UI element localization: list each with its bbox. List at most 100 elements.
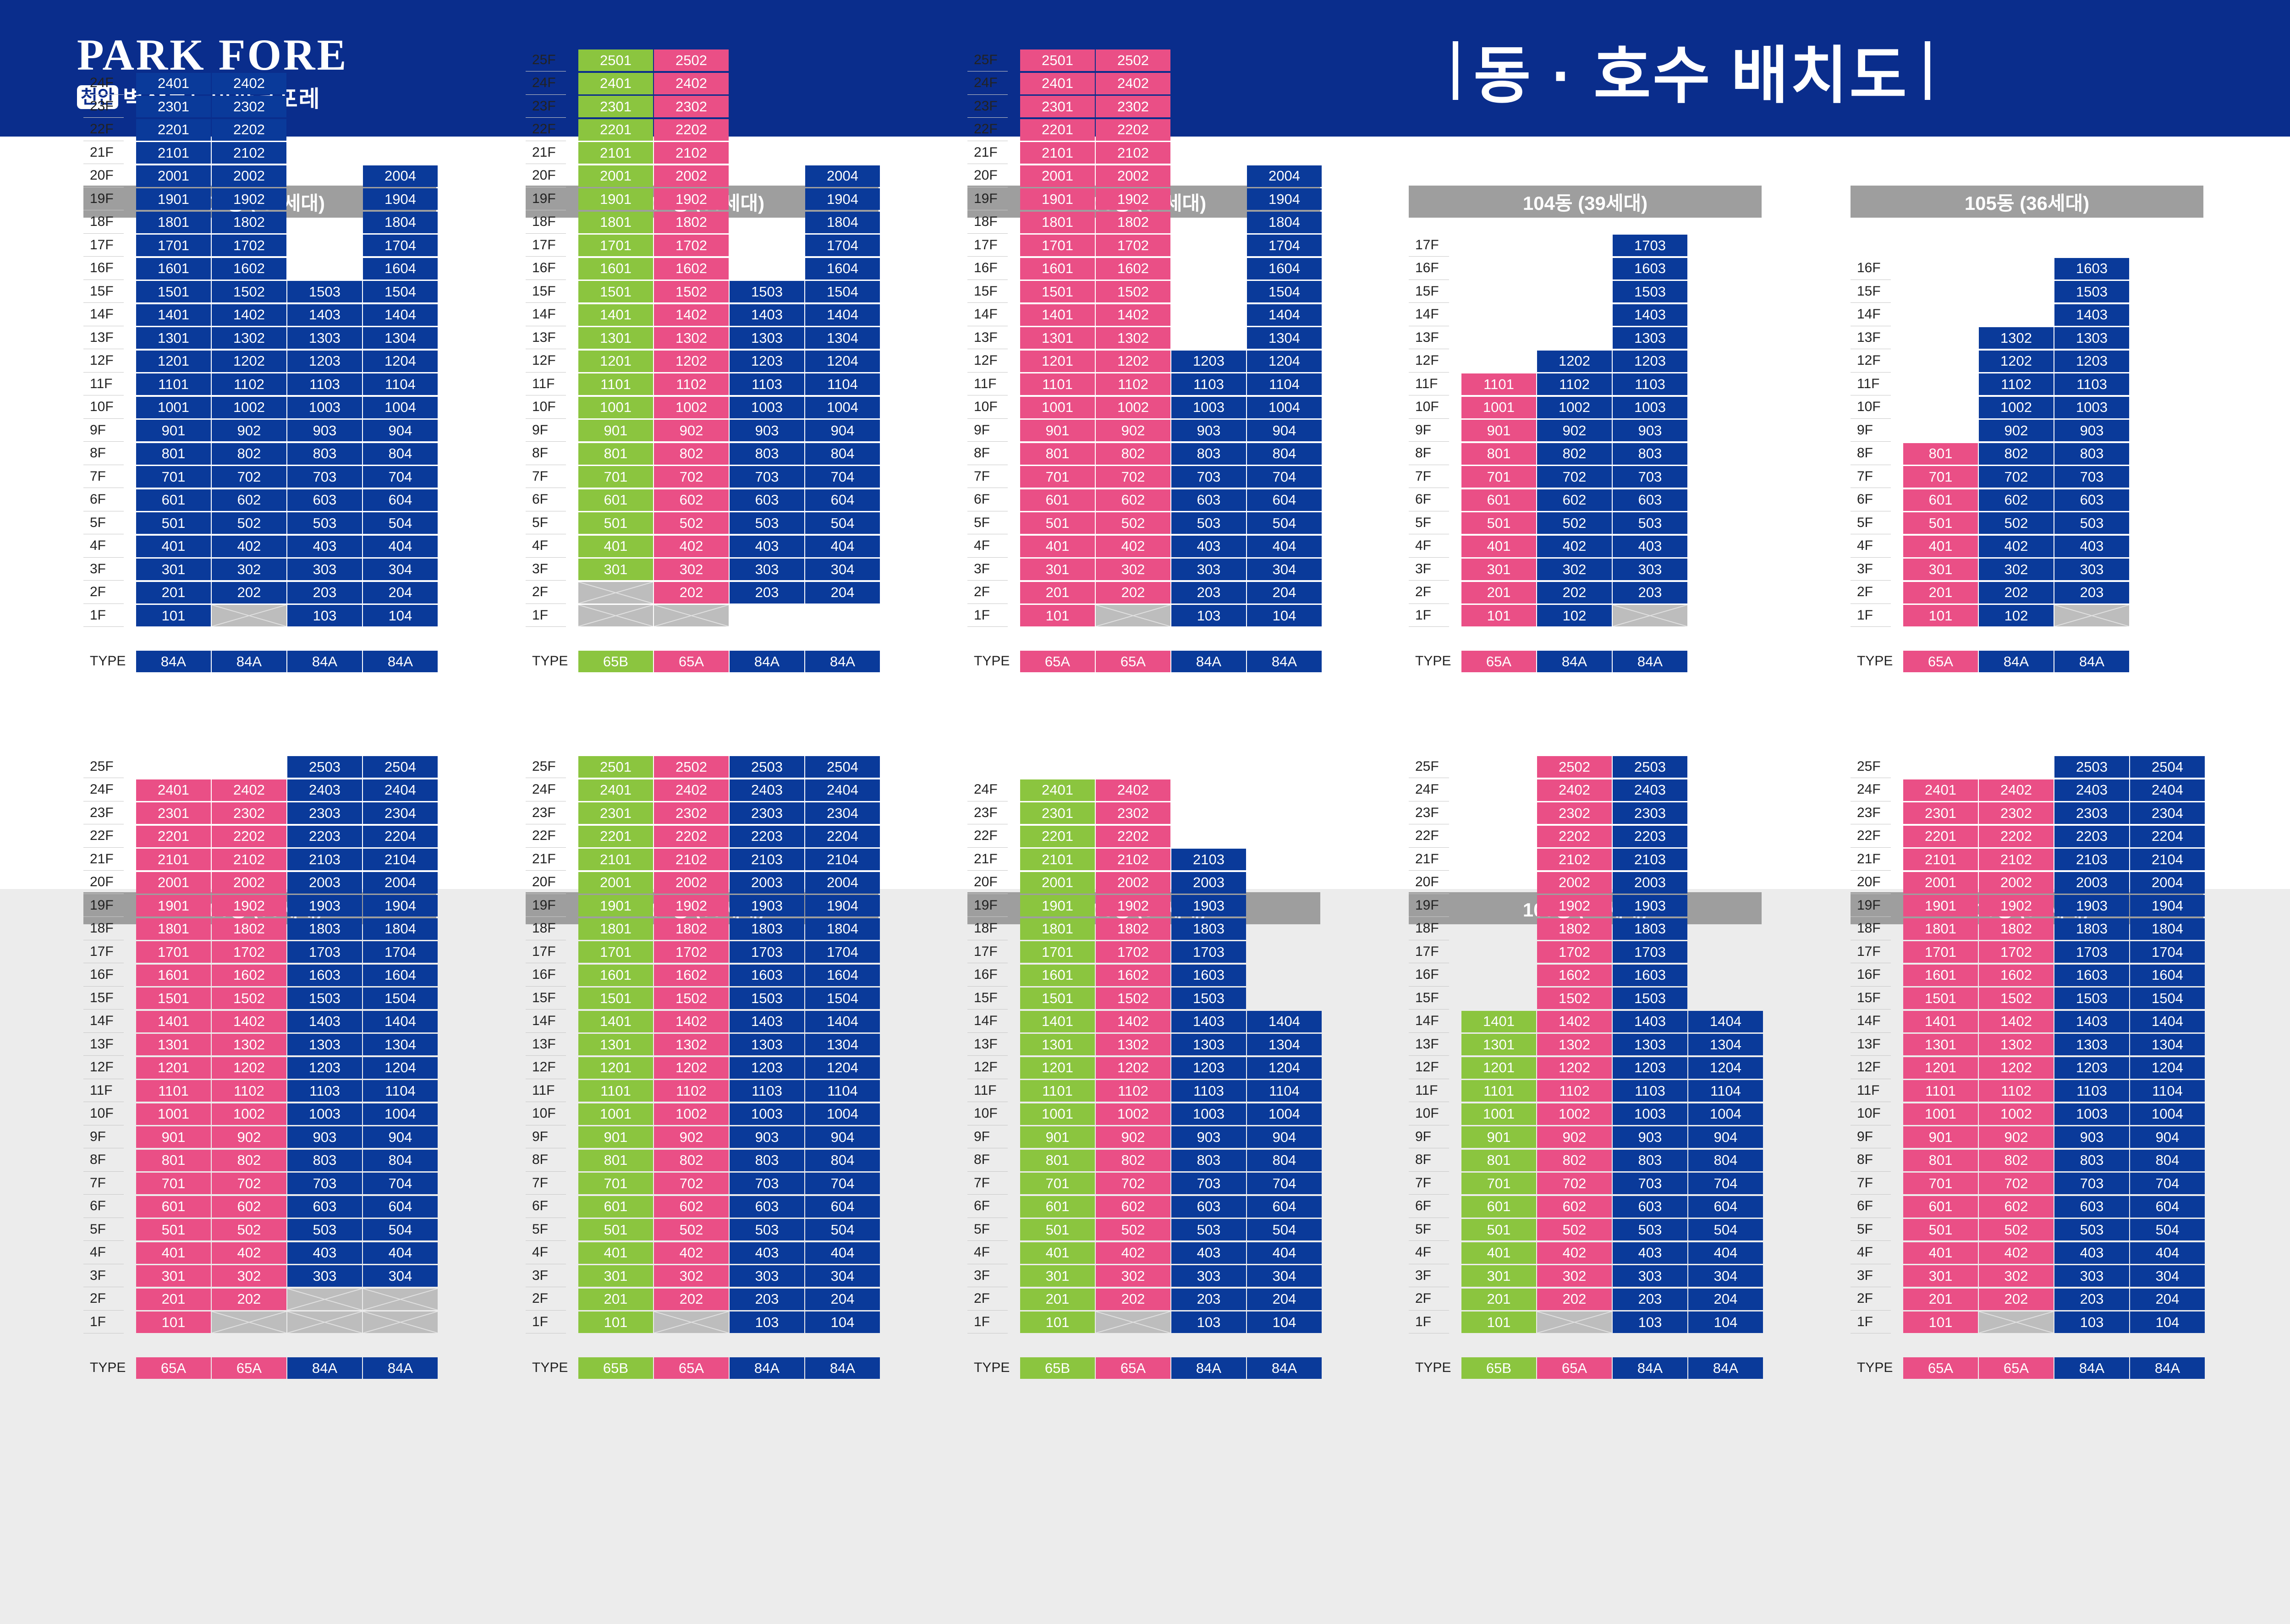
unit-cell: 1701 (136, 941, 211, 963)
unit-cell: 102 (1979, 605, 2054, 626)
unit-cell: 1204 (363, 1057, 438, 1079)
unit-cell: 1103 (1613, 373, 1687, 395)
unit-cell: 704 (363, 466, 438, 488)
unit-cell: 1201 (1461, 1057, 1536, 1079)
unit-cell: 1402 (212, 1010, 286, 1032)
floor-label: 8F (83, 1149, 124, 1172)
unit-cell: 2004 (363, 872, 438, 894)
unit-cell: 1604 (363, 258, 438, 280)
unit-cell: 2004 (1247, 165, 1322, 187)
unit-cell: 2201 (136, 825, 211, 847)
unit-cell: 1601 (1020, 964, 1095, 986)
unit-cell: 503 (730, 512, 804, 534)
unit-cell: 1101 (1903, 1080, 1978, 1102)
unit-cell: 2501 (1020, 49, 1095, 71)
unit-cell: 603 (1613, 489, 1687, 511)
floor-label: 21F (526, 141, 566, 164)
unit-cell: 602 (212, 1196, 286, 1218)
floor-label: 10F (1409, 396, 1449, 419)
unit-cell: 2002 (1096, 872, 1170, 894)
floor-label: 17F (1851, 940, 1891, 963)
unit-cell: 1203 (730, 350, 804, 372)
unit-cell: 302 (654, 559, 729, 580)
unit-cell: 2202 (1096, 825, 1170, 847)
unit-cell: 1103 (1171, 1080, 1246, 1102)
unit-cell: 1003 (1613, 1103, 1687, 1125)
unit-cell: 1603 (1613, 258, 1687, 280)
type-row-label: TYPE (974, 653, 1010, 669)
unit-cell: 1702 (1979, 941, 2054, 963)
building-block: 102동 (80세대)1F2F3F4F5F6F7F8F9F10F11F12F13… (526, 49, 880, 868)
unit-cell: 1101 (136, 1080, 211, 1102)
floor-label: 10F (967, 1103, 1008, 1125)
unit-cell: 1101 (578, 1080, 653, 1102)
unit-cell: 1301 (1020, 1034, 1095, 1055)
unit-cell: 602 (1096, 489, 1170, 511)
unit-cell: 701 (136, 1173, 211, 1194)
building-block: 110동 (97세대)1F2F3F4F5F6F7F8F9F10F11F12F13… (1851, 756, 2205, 1575)
unit-cell: 804 (1688, 1149, 1763, 1171)
unit-cell: 102 (1537, 605, 1612, 626)
unit-cell: 802 (1537, 443, 1612, 465)
unit-cell: 2203 (1613, 825, 1687, 847)
unit-cell: 503 (730, 1219, 804, 1240)
unit-cell: 804 (2130, 1149, 2205, 1171)
unit-cell: 2502 (1537, 756, 1612, 778)
unit-cell: 1502 (212, 988, 286, 1009)
floor-label: 17F (83, 234, 124, 257)
unit-cell: 1202 (654, 1057, 729, 1079)
unit-cell: 2004 (2130, 872, 2205, 894)
unit-cell: 1402 (1537, 1010, 1612, 1032)
floor-label: 1F (1851, 1311, 1891, 1333)
unit-cell: 404 (2130, 1242, 2205, 1264)
unit-cell: 1604 (2130, 964, 2205, 986)
unit-cell: 401 (1461, 535, 1536, 557)
unit-cell: 2404 (805, 779, 880, 801)
unit-cell: 1501 (136, 988, 211, 1009)
unit-cell: 1702 (654, 235, 729, 256)
unit-cell: 1404 (363, 1010, 438, 1032)
title-divider-left (1453, 41, 1458, 100)
type-cell: 84A (1247, 1357, 1322, 1379)
unit-cell: 101 (1461, 1311, 1536, 1333)
floor-label: 6F (1851, 1195, 1891, 1218)
unit-cell: 702 (654, 1173, 729, 1194)
unit-cell: 2402 (654, 779, 729, 801)
unit-cell: 604 (2130, 1196, 2205, 1218)
unit-cell: 1903 (730, 895, 804, 916)
unit-cell: 704 (1247, 1173, 1322, 1194)
unit-cell: 1401 (1020, 1010, 1095, 1032)
type-row-label: TYPE (1857, 1360, 1893, 1375)
floor-label: 11F (967, 1079, 1008, 1102)
floor-label: 21F (526, 848, 566, 871)
unit-cell: 1701 (578, 941, 653, 963)
unit-cell: 201 (578, 1288, 653, 1310)
floor-label: 13F (526, 1033, 566, 1056)
floor-label: 20F (526, 165, 566, 187)
floor-label: 24F (967, 779, 1008, 801)
floor-label: 7F (1409, 465, 1449, 488)
floor-label: 6F (1409, 1195, 1449, 1218)
floor-label: 10F (1409, 1103, 1449, 1125)
floor-label: 12F (967, 350, 1008, 373)
unit-cell: 1902 (212, 895, 286, 916)
unit-cell: 1901 (1020, 895, 1095, 916)
floor-label: 22F (1409, 825, 1449, 848)
floor-label: 22F (83, 118, 124, 141)
unit-cell: 303 (287, 559, 362, 580)
floor-label: 24F (526, 72, 566, 95)
unit-cell: 404 (1688, 1242, 1763, 1264)
unit-cell: 704 (1688, 1173, 1763, 1194)
unit-cell: 1704 (805, 941, 880, 963)
unit-cell: 302 (1537, 1265, 1612, 1287)
unit-cell: 502 (1979, 512, 2054, 534)
unit-cell: 703 (2054, 1173, 2129, 1194)
header-corner (2143, 0, 2290, 137)
unit-cell: 603 (2054, 489, 2129, 511)
unit-cell: 1004 (363, 396, 438, 418)
unit-cell: 704 (805, 466, 880, 488)
unit-cell: 701 (1020, 466, 1095, 488)
unit-cell: 901 (1461, 1126, 1536, 1148)
floor-label: 16F (1851, 964, 1891, 987)
floor-label: 3F (83, 1264, 124, 1287)
